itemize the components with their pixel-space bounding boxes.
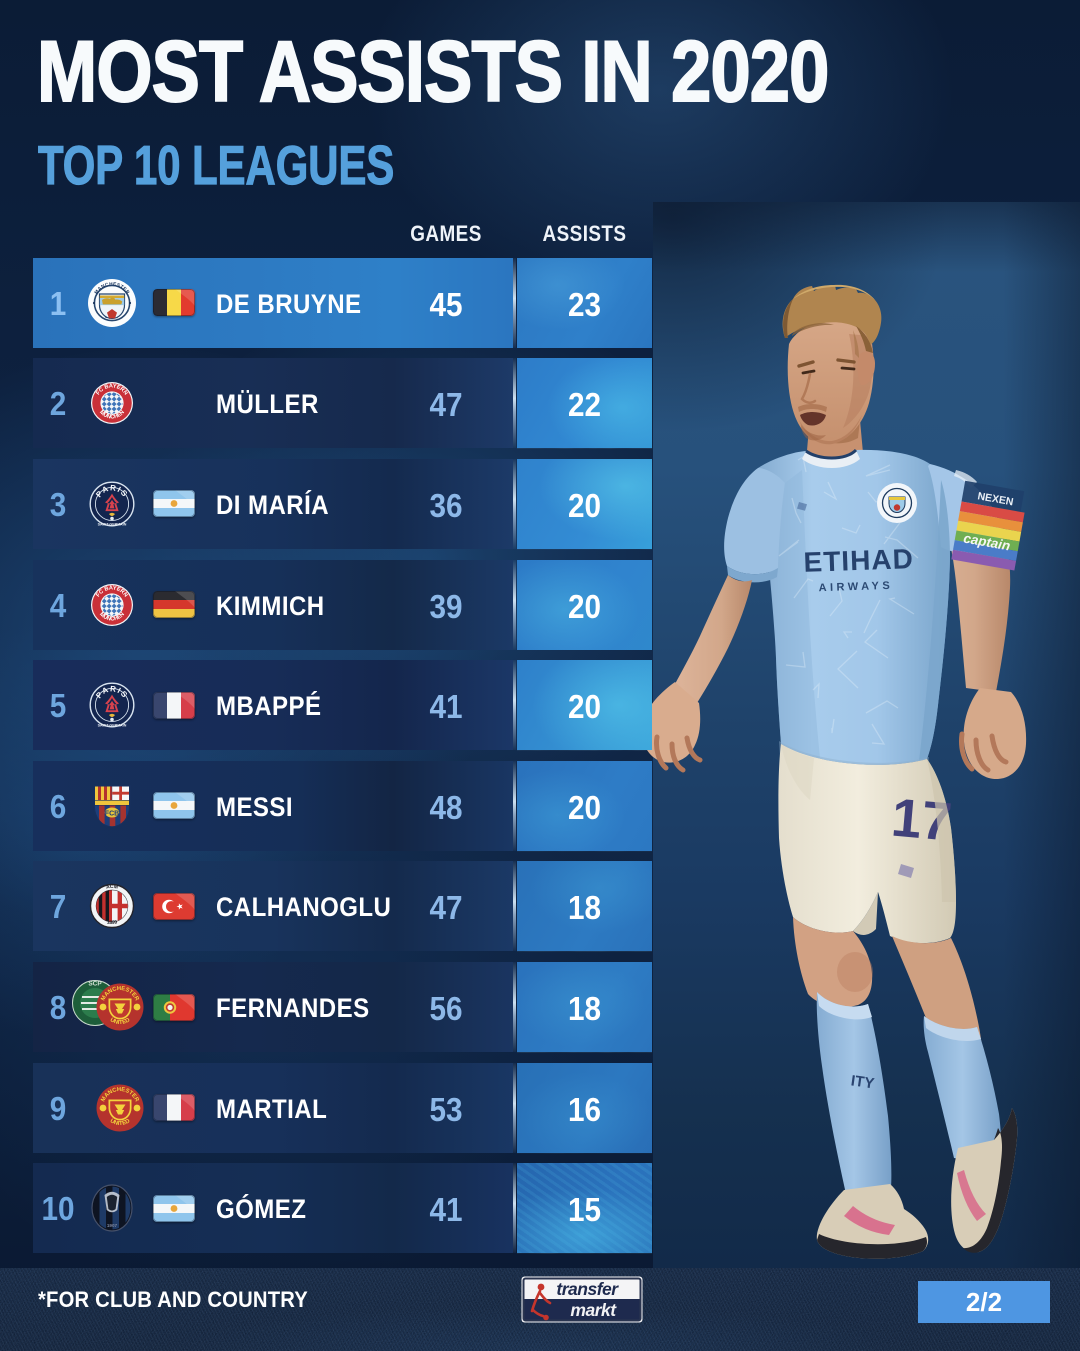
svg-text:SAINT-GERMAIN: SAINT-GERMAIN xyxy=(98,724,127,728)
svg-text:MÜNCHEN: MÜNCHEN xyxy=(98,410,126,421)
svg-text:markt: markt xyxy=(570,1300,617,1320)
svg-text:SAINT-GERMAIN: SAINT-GERMAIN xyxy=(98,522,127,526)
svg-text:ITY: ITY xyxy=(850,1072,875,1092)
svg-text:FCB: FCB xyxy=(105,810,119,817)
svg-text:transfer: transfer xyxy=(556,1279,619,1299)
svg-text:SCP: SCP xyxy=(88,981,102,988)
svg-text:1899: 1899 xyxy=(106,920,118,927)
svg-text:ACM: ACM xyxy=(106,884,119,891)
svg-text:ETIHAD: ETIHAD xyxy=(803,543,914,578)
svg-text:UNITED: UNITED xyxy=(109,1017,131,1026)
svg-text:MÜNCHEN: MÜNCHEN xyxy=(98,611,126,622)
svg-text:1907: 1907 xyxy=(107,1223,118,1228)
svg-text:AIRWAYS: AIRWAYS xyxy=(818,580,893,595)
svg-text:PARIS: PARIS xyxy=(94,684,130,700)
svg-text:PARIS: PARIS xyxy=(94,483,130,499)
svg-text:UNITED: UNITED xyxy=(109,1118,131,1127)
